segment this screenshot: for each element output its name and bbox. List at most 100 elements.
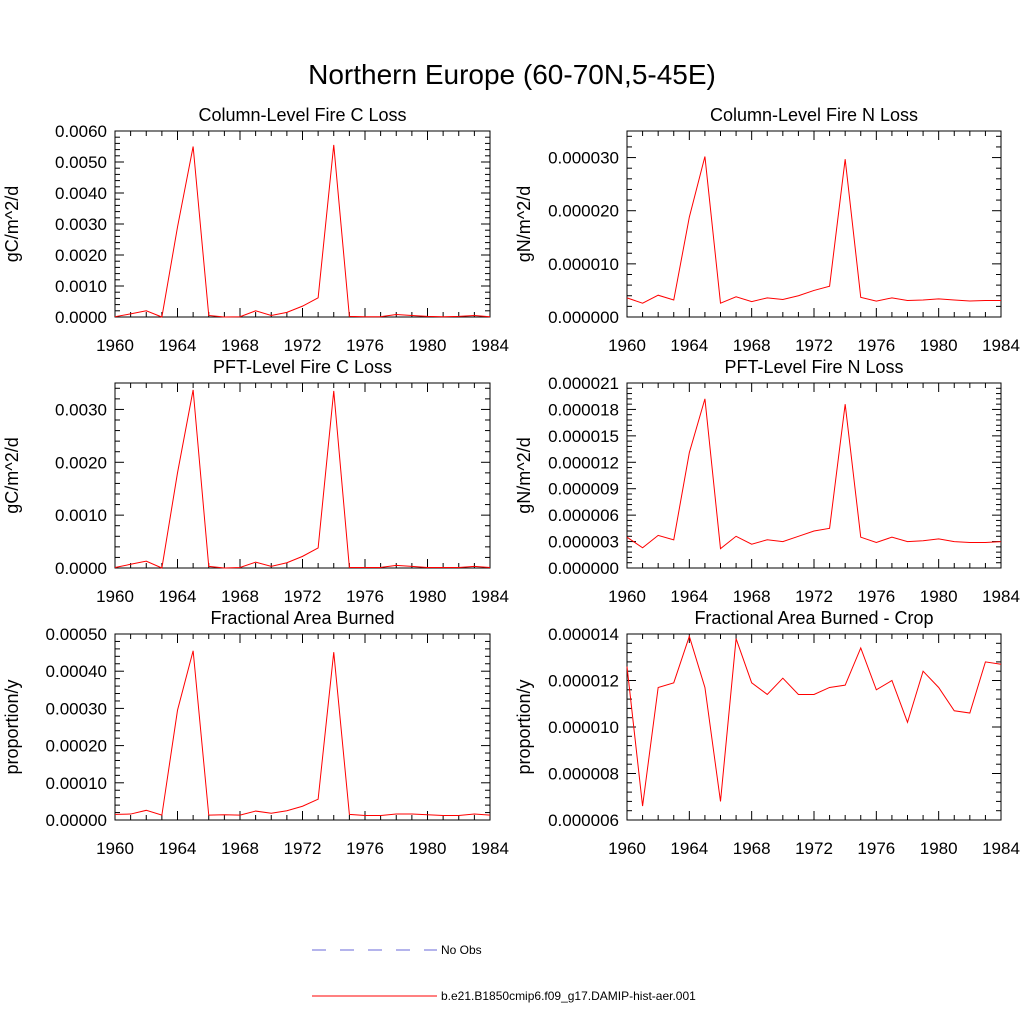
y-tick-label: 0.0020 [55,453,107,472]
panel-5: Fractional Area Burned proportion/y 1960 19… [2,608,509,858]
x-tick-label: 1964 [670,336,708,355]
y-tick-label: 0.000021 [548,374,619,393]
panel-6: Fractional Area Burned - Crop proportion/… [514,608,1020,858]
figure-title: Northern Europe (60-70N,5-45E) [308,59,716,90]
x-tick-label: 1984 [982,336,1020,355]
panel-3: PFT-Level Fire C Loss gC/m^2/d 1960 1964 196… [2,357,509,606]
y-axis-label: proportion/y [2,679,22,774]
x-tick-label: 1960 [96,336,134,355]
y-tick-label: 0.0050 [55,153,107,172]
panel-4: PFT-Level Fire N Loss gN/m^2/d 1960 1964 196… [514,357,1020,606]
legend-label-no-obs: No Obs [441,943,482,957]
x-tick-label: 1976 [857,839,895,858]
x-tick-label: 1964 [159,839,197,858]
y-tick-label: 0.000000 [548,308,619,327]
panel-title: Column-Level Fire C Loss [198,105,406,125]
y-tick-label: 0.000012 [548,453,619,472]
panel-title: Fractional Area Burned - Crop [694,608,933,628]
y-tick-label: 0.000009 [548,480,619,499]
x-tick-label: 1972 [284,839,322,858]
x-tick-label: 1984 [982,839,1020,858]
panel-2: Column-Level Fire N Loss gN/m^2/d 1960 1964… [514,105,1020,355]
x-tick-label: 1976 [857,336,895,355]
x-tick-label: 1968 [733,839,771,858]
y-tick-label: 0.000010 [548,718,619,737]
y-tick-label: 0.000015 [548,427,619,446]
panel-title: PFT-Level Fire N Loss [724,357,903,377]
y-tick-label: 0.00010 [46,774,107,793]
y-tick-label: 0.00020 [46,737,107,756]
y-tick-label: 0.0010 [55,277,107,296]
series-line-model [114,650,491,817]
y-tick-label: 0.0000 [55,308,107,327]
x-tick-label: 1964 [670,587,708,606]
x-tick-label: 1972 [284,336,322,355]
y-axis-label: gC/m^2/d [2,186,22,262]
y-tick-label: 0.0060 [55,122,107,141]
x-tick-label: 1960 [608,839,646,858]
x-tick-label: 1984 [471,336,509,355]
panel-title: PFT-Level Fire C Loss [213,357,392,377]
x-tick-label: 1972 [795,839,833,858]
x-tick-label: 1968 [733,587,771,606]
plot-frame [626,633,1002,821]
legend: No Obs b.e21.B1850cmip6.f09_g17.DAMIP-hi… [312,943,696,1003]
y-tick-label: 0.00030 [46,699,107,718]
x-tick-label: 1964 [159,336,197,355]
y-tick-label: 0.000008 [548,765,619,784]
x-tick-label: 1980 [920,587,958,606]
x-tick-label: 1960 [96,587,134,606]
x-tick-label: 1984 [471,839,509,858]
x-tick-label: 1976 [346,839,384,858]
y-tick-label: 0.0030 [55,215,107,234]
x-tick-label: 1980 [920,839,958,858]
series-line-model [114,389,491,569]
y-tick-label: 0.00040 [46,662,107,681]
series-line-model [626,634,1002,807]
panel-title: Fractional Area Burned [210,608,394,628]
y-tick-label: 0.000003 [548,533,619,552]
x-tick-label: 1984 [982,587,1020,606]
y-tick-label: 0.000000 [548,559,619,578]
x-tick-label: 1968 [221,587,259,606]
plot-frame [626,130,1002,318]
y-axis-label: gN/m^2/d [514,437,534,513]
y-tick-label: 0.0040 [55,184,107,203]
y-tick-label: 0.000020 [548,202,619,221]
x-tick-label: 1976 [346,587,384,606]
x-tick-label: 1972 [795,336,833,355]
x-tick-label: 1968 [733,336,771,355]
y-tick-label: 0.0000 [55,559,107,578]
panels-group: Column-Level Fire C Loss gC/m^2/d 1960 1964… [2,105,1020,858]
x-tick-label: 1960 [96,839,134,858]
x-tick-label: 1976 [857,587,895,606]
panel-1: Column-Level Fire C Loss gC/m^2/d 1960 1964… [2,105,509,355]
x-tick-label: 1960 [608,336,646,355]
y-tick-label: 0.00000 [46,811,107,830]
x-tick-label: 1972 [795,587,833,606]
y-tick-label: 0.000030 [548,149,619,168]
x-tick-label: 1984 [471,587,509,606]
x-tick-label: 1972 [284,587,322,606]
x-tick-label: 1960 [608,587,646,606]
plot-frame [114,382,491,569]
x-tick-label: 1980 [409,839,447,858]
plot-frame [114,130,491,318]
y-axis-label: gC/m^2/d [2,437,22,513]
y-tick-label: 0.000010 [548,255,619,274]
y-tick-label: 0.000006 [548,811,619,830]
x-tick-label: 1980 [409,336,447,355]
y-tick-label: 0.000006 [548,506,619,525]
panel-title: Column-Level Fire N Loss [710,105,918,125]
y-tick-label: 0.000012 [548,672,619,691]
series-line-model [114,144,491,318]
x-tick-label: 1968 [221,839,259,858]
y-tick-label: 0.000014 [548,625,619,644]
plot-frame [114,633,491,821]
x-tick-label: 1968 [221,336,259,355]
x-tick-label: 1964 [670,839,708,858]
y-tick-label: 0.0010 [55,506,107,525]
y-tick-label: 0.0030 [55,400,107,419]
x-tick-label: 1964 [159,587,197,606]
y-tick-label: 0.0020 [55,246,107,265]
